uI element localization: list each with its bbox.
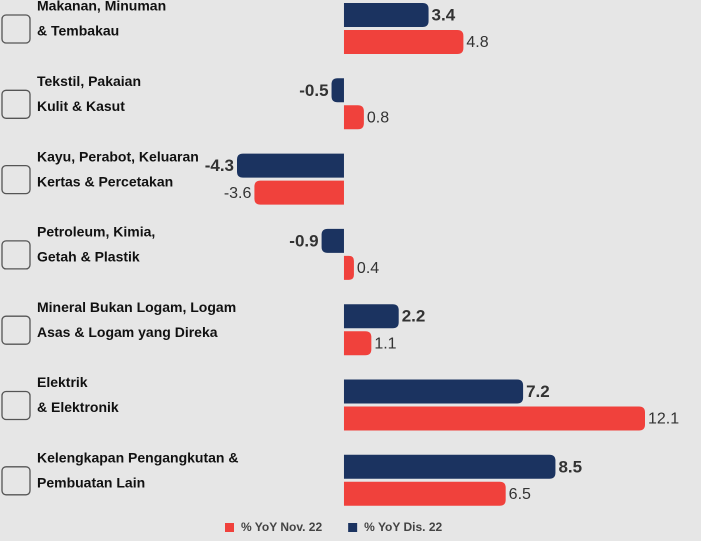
bar bbox=[343, 304, 399, 329]
value-label: 2.2 bbox=[402, 307, 426, 326]
legend-swatch bbox=[225, 523, 234, 532]
category-label: & Tembakau bbox=[37, 23, 119, 39]
category-label: Tekstil, Pakaian bbox=[37, 73, 141, 89]
value-label: 12.1 bbox=[648, 411, 679, 428]
category-label: Pembuatan Lain bbox=[37, 475, 145, 491]
bar bbox=[343, 331, 372, 356]
category-label: Asas & Logam yang Direka bbox=[37, 324, 218, 340]
value-label: 6.5 bbox=[509, 486, 531, 503]
category-icon bbox=[1, 14, 31, 44]
bar bbox=[237, 153, 344, 178]
legend-label: % YoY Dis. 22 bbox=[364, 520, 442, 534]
bar bbox=[343, 255, 354, 280]
category-icon bbox=[1, 164, 31, 195]
category-label: Kulit & Kasut bbox=[37, 98, 125, 114]
category-icon bbox=[1, 390, 31, 421]
bar bbox=[254, 180, 344, 205]
category-icon bbox=[1, 240, 31, 270]
value-label: 0.4 bbox=[357, 260, 379, 277]
bar bbox=[343, 3, 429, 27]
category-label: & Elektronik bbox=[37, 399, 119, 415]
bar bbox=[343, 105, 364, 130]
value-label: 8.5 bbox=[558, 457, 582, 476]
category-label: Makanan, Minuman bbox=[37, 0, 166, 14]
value-label: 0.8 bbox=[367, 110, 389, 127]
category-label: Mineral Bukan Logam, Logam bbox=[37, 299, 236, 315]
value-label: 4.8 bbox=[466, 34, 488, 51]
category-label: Petroleum, Kimia, bbox=[37, 224, 155, 240]
bar bbox=[343, 406, 645, 431]
bar bbox=[343, 481, 506, 506]
value-label: -0.5 bbox=[299, 81, 328, 100]
bar bbox=[321, 228, 344, 253]
category-icon bbox=[1, 466, 31, 496]
value-label: 1.1 bbox=[374, 335, 396, 352]
category-label: Elektrik bbox=[37, 374, 88, 390]
value-label: 7.2 bbox=[526, 382, 550, 401]
category-label: Getah & Plastik bbox=[37, 249, 140, 265]
value-label: -4.3 bbox=[205, 156, 234, 175]
value-label: 3.4 bbox=[432, 5, 456, 24]
bar bbox=[343, 379, 524, 404]
category-label: Kayu, Perabot, Keluaran bbox=[37, 148, 199, 164]
category-label: Kertas & Percetakan bbox=[37, 173, 173, 189]
legend-swatch bbox=[348, 523, 358, 532]
bar bbox=[343, 454, 556, 479]
legend-label: % YoY Nov. 22 bbox=[241, 520, 322, 534]
category-label: Kelengkapan Pengangkutan & bbox=[37, 450, 238, 466]
category-icon bbox=[1, 315, 31, 345]
value-label: -3.6 bbox=[224, 185, 252, 202]
category-icon bbox=[1, 89, 31, 119]
bar bbox=[343, 30, 464, 54]
value-label: -0.9 bbox=[289, 231, 318, 250]
bar bbox=[331, 78, 344, 103]
